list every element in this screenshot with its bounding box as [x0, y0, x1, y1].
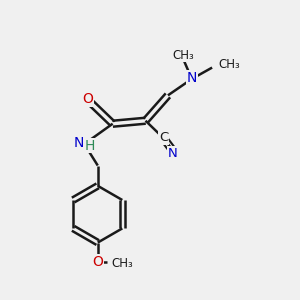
Text: CH₃: CH₃: [172, 49, 194, 62]
Text: N: N: [187, 71, 197, 85]
Text: O: O: [92, 255, 103, 269]
Text: H: H: [85, 139, 95, 152]
Text: CH₃: CH₃: [218, 58, 240, 70]
Text: C: C: [159, 131, 168, 144]
Text: N: N: [74, 136, 84, 150]
Text: O: O: [82, 92, 93, 106]
Text: CH₃: CH₃: [111, 257, 133, 270]
Text: N: N: [168, 147, 178, 160]
